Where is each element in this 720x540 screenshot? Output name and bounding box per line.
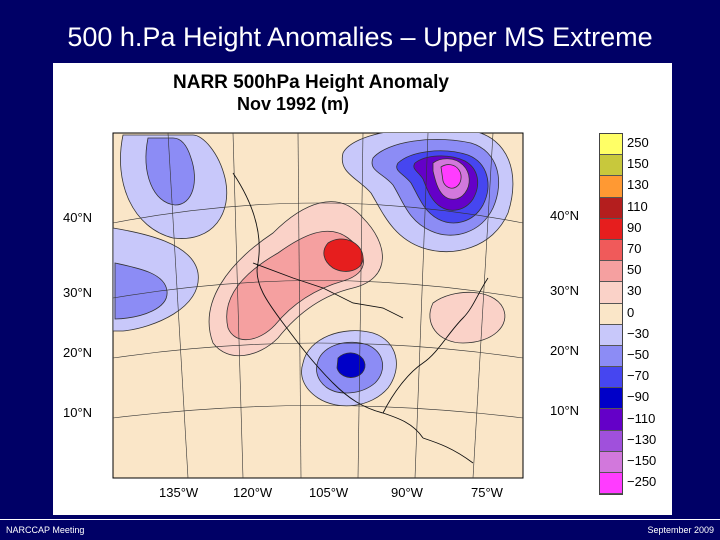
legend-label: 110 (627, 198, 648, 214)
legend-swatch (600, 134, 622, 156)
legend-swatch (600, 282, 622, 304)
positive-anomaly-ridge-core (323, 238, 364, 272)
lat-label-right-10n: 10°N (550, 403, 580, 418)
legend-swatch (600, 324, 622, 346)
legend-label: 150 (627, 156, 649, 172)
lon-label-120w: 120°W (233, 485, 273, 500)
legend-label: 50 (627, 262, 642, 278)
lat-label-right-20n: 20°N (550, 343, 580, 358)
lat-label-left-30n: 30°N (63, 285, 93, 300)
legend-swatch (600, 197, 622, 219)
lat-label-left-20n: 20°N (63, 345, 93, 360)
lat-label-right-40n: 40°N (550, 208, 580, 223)
lat-label-left-40n: 40°N (63, 210, 93, 225)
legend-swatch (600, 261, 622, 283)
footer-date: September 2009 (647, 525, 714, 535)
map-subtitle: Nov 1992 (m) (236, 94, 350, 114)
trough-northeast-core (440, 164, 462, 189)
legend-swatch (600, 176, 622, 198)
positive-anomaly-east (429, 291, 506, 344)
legend-swatch (600, 367, 622, 389)
legend-label: 70 (627, 241, 642, 256)
legend-label: 250 (627, 135, 649, 150)
legend-swatch (600, 239, 622, 262)
negative-anomaly-west-inner (114, 262, 168, 320)
lon-label-90w: 90°W (391, 485, 423, 500)
legend-label: 90 (627, 219, 642, 235)
map-title: NARR 500hPa Height Anomaly (173, 72, 449, 93)
legend-label: −150 (627, 453, 657, 468)
legend-label: −70 (627, 368, 650, 384)
legend-label: −90 (627, 389, 650, 405)
color-legend (599, 133, 623, 496)
lon-label-105w: 105°W (309, 485, 349, 500)
anomaly-map (112, 132, 524, 479)
footer-divider (0, 519, 720, 520)
legend-swatch (600, 218, 622, 240)
lat-label-left-10n: 10°N (63, 405, 93, 420)
legend-label: 30 (627, 283, 642, 299)
legend-swatch (600, 430, 622, 452)
map-panel: NARR 500hPa Height Anomaly Nov 1992 (m) (53, 63, 672, 515)
legend-label: 130 (627, 177, 649, 193)
footer-event: NARCCAP Meeting (6, 525, 85, 535)
legend-swatch (600, 345, 622, 368)
lat-label-right-30n: 30°N (550, 283, 580, 298)
legend-label: −50 (627, 347, 650, 362)
lon-label-135w: 135°W (159, 485, 199, 500)
legend-label: −30 (627, 325, 650, 341)
negative-anomaly-mexico-core (336, 352, 366, 378)
legend-label: −130 (627, 431, 657, 447)
legend-label: 0 (627, 304, 635, 320)
legend-swatch (600, 451, 622, 473)
legend-label: −250 (627, 474, 657, 490)
legend-swatch (600, 155, 622, 177)
legend-swatch (600, 303, 622, 325)
lon-label-75w: 75°W (471, 485, 503, 500)
legend-swatch (600, 388, 622, 410)
legend-swatch (600, 473, 622, 495)
legend-swatch (600, 409, 622, 431)
legend-label: −110 (627, 410, 656, 426)
slide-title: 500 h.Pa Height Anomalies – Upper MS Ext… (67, 22, 653, 52)
